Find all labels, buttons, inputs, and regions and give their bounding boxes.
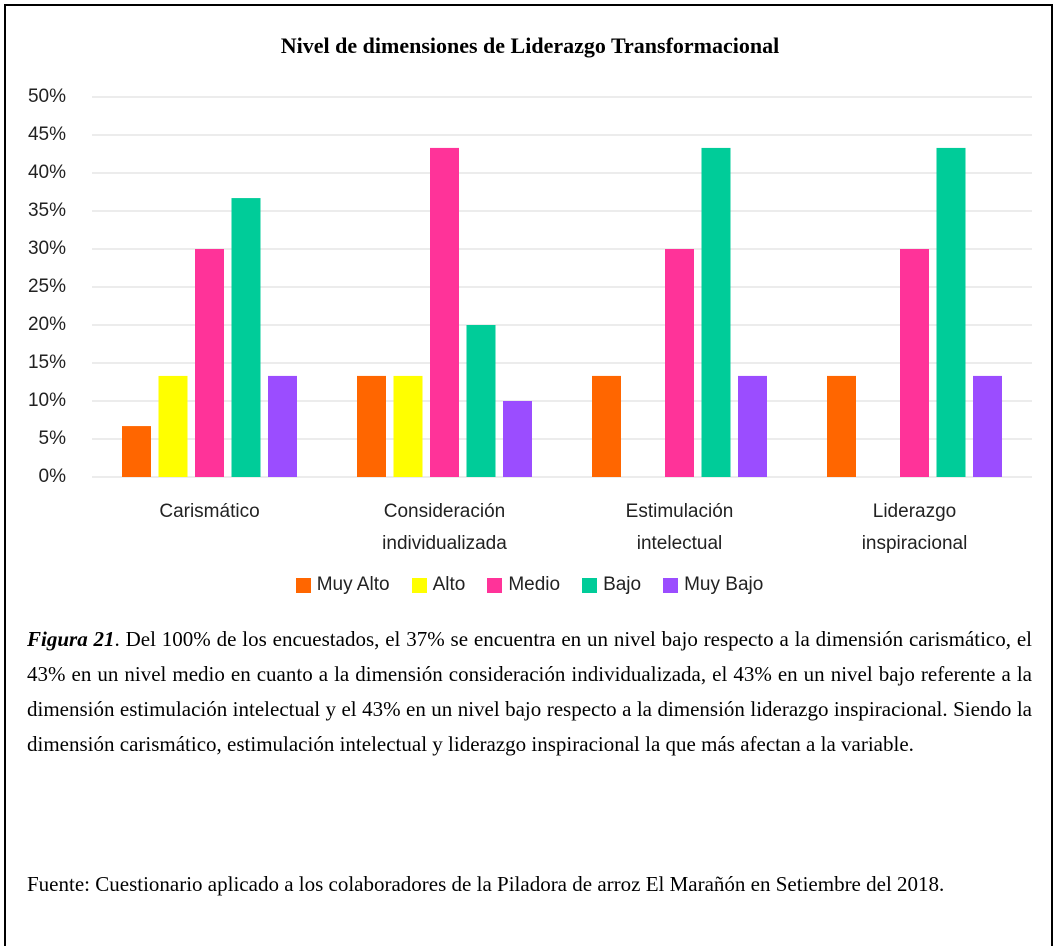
bar [936,147,966,478]
y-tick-label: 15% [28,352,66,373]
bar [231,198,261,477]
bar [195,249,224,477]
legend: Muy Alto Alto Medio Bajo Muy Bajo [0,574,1059,596]
y-tick-label: 20% [28,314,66,335]
legend-item: Medio [487,574,560,596]
bar [738,375,767,477]
legend-swatch [663,577,679,593]
bar [503,401,532,477]
y-tick-label: 0% [39,466,67,487]
x-tick-label: Consideración individualizada [382,501,507,554]
y-tick-label: 40% [28,162,66,183]
caption-text: . Del 100% de los encuestados, el 37% se… [27,627,1032,756]
bar [592,375,621,477]
legend-swatch [411,577,427,593]
bar [665,249,694,477]
legend-item: Bajo [582,574,641,596]
bar [268,375,297,477]
chart-title: Nivel de dimensiones de Liderazgo Transf… [281,33,779,58]
bar [701,147,731,478]
bar [357,375,386,477]
bar [973,375,1002,477]
y-tick-label: 50% [28,86,66,107]
frame [4,4,1053,946]
bar [158,375,188,477]
bar [430,147,459,478]
x-tick-label: Estimulación intelectual [625,501,734,554]
legend-swatch [582,577,598,593]
legend-label: Alto [432,574,466,595]
bar [393,375,423,477]
bar [122,426,151,477]
caption: Figura 21. Del 100% de los encuestados, … [27,622,1032,762]
legend-item: Muy Alto [295,574,390,596]
y-tick-label: 25% [28,276,66,297]
y-tick-label: 5% [39,428,67,449]
y-tick-label: 10% [28,390,66,411]
figure-label: Figura 21 [27,627,115,651]
legend-label: Medio [508,574,561,595]
legend-label: Muy Alto [316,574,390,595]
y-tick-label: 45% [28,124,66,145]
legend-swatch [487,577,503,593]
bar [466,325,496,477]
chart: Nivel de dimensiones de Liderazgo Transf… [28,33,1032,487]
legend-label: Muy Bajo [684,574,764,595]
y-tick-label: 30% [28,238,66,259]
y-tick-label: 35% [28,200,66,221]
legend-item: Alto [411,574,466,596]
bar [827,375,856,477]
bar [900,249,929,477]
legend-label: Bajo [603,574,642,595]
x-tick-label: Carismático [159,501,260,522]
source: Fuente: Cuestionario aplicado a los cola… [27,872,945,896]
legend-swatch [295,577,311,593]
legend-item: Muy Bajo [663,574,763,596]
x-tick-label: Liderazgo inspiracional [861,501,968,554]
